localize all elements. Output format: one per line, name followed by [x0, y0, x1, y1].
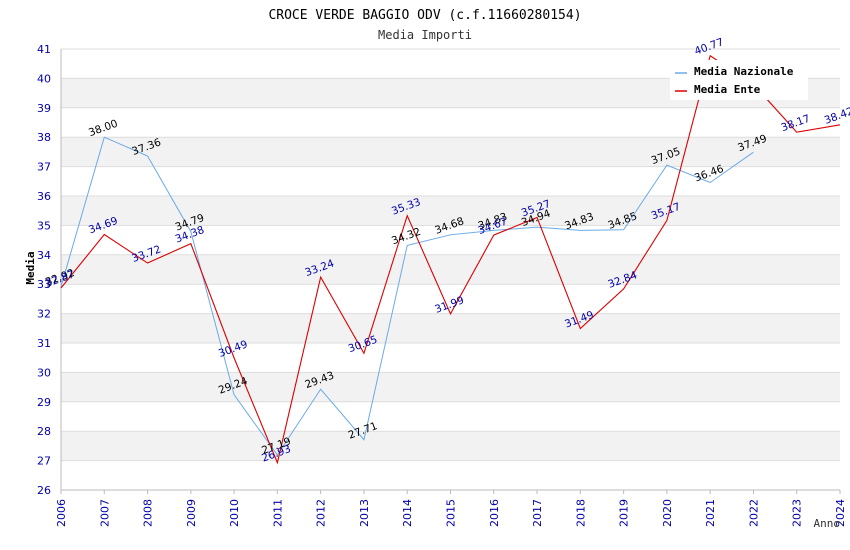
- x-tick-label: 2024: [834, 499, 847, 527]
- y-tick-label: 37: [37, 161, 51, 174]
- x-tick-label: 2006: [55, 499, 68, 527]
- y-tick-label: 40: [37, 72, 51, 85]
- chart-title: CROCE VERDE BAGGIO ODV (c.f.11660280154): [268, 8, 581, 23]
- x-tick-label: 2017: [531, 499, 544, 527]
- x-tick-label: 2008: [142, 499, 155, 527]
- data-label-ente: 40.77: [693, 36, 725, 58]
- grid-band: [61, 137, 840, 167]
- x-tick-label: 2007: [98, 499, 111, 527]
- grid-band: [61, 431, 840, 461]
- x-tick-label: 2022: [747, 499, 760, 527]
- axes: [60, 49, 841, 494]
- x-tick-labels: 2006 2007 2008 2009 2010 2011 2012 2013 2014 2015…: [55, 499, 847, 527]
- x-tick-label: 2023: [791, 499, 804, 527]
- x-tick-label: 2021: [704, 499, 717, 527]
- y-tick-labels: 26 27 28 29 30 31 32 33 34 35 36 37 38 39 40 41: [37, 43, 51, 497]
- legend-box: [670, 60, 808, 100]
- x-tick-label: 2010: [228, 499, 241, 527]
- y-tick-label: 41: [37, 43, 51, 56]
- legend-label-ente: Media Ente: [694, 83, 761, 96]
- y-tick-label: 38: [37, 131, 51, 144]
- x-tick-label: 2020: [661, 499, 674, 527]
- data-label-nazionale: 38.00: [87, 118, 119, 140]
- x-tick-label: 2011: [271, 499, 284, 527]
- y-tick-label: 33: [37, 278, 51, 291]
- y-tick-label: 27: [37, 455, 51, 468]
- y-tick-label: 29: [37, 396, 51, 409]
- y-axis-label: Media: [24, 251, 37, 284]
- y-tick-label: 34: [37, 249, 51, 262]
- grid-band: [61, 196, 840, 226]
- x-tick-label: 2012: [315, 499, 328, 527]
- chart-subtitle: Media Importi: [378, 28, 472, 42]
- legend-label-nazionale: Media Nazionale: [694, 65, 794, 78]
- grid-band: [61, 254, 840, 285]
- x-tick-label: 2015: [445, 499, 458, 527]
- x-tick-label: 2014: [401, 499, 414, 527]
- y-tick-label: 31: [37, 337, 51, 350]
- grid-bands: [61, 78, 840, 461]
- x-tick-label: 2019: [618, 499, 631, 527]
- y-tick-label: 36: [37, 190, 51, 203]
- y-tick-label: 28: [37, 425, 51, 438]
- y-tick-label: 30: [37, 366, 51, 379]
- grid-band: [61, 313, 840, 343]
- y-tick-label: 32: [37, 308, 51, 321]
- series-line-ente: [60, 54, 841, 465]
- y-tick-label: 26: [37, 484, 51, 497]
- legend: Media Nazionale Media Ente: [670, 60, 808, 100]
- x-axis-label: Anno: [814, 517, 841, 530]
- grid-band: [61, 372, 840, 402]
- x-tick-label: 2018: [574, 499, 587, 527]
- x-tick-label: 2016: [488, 499, 501, 527]
- x-tick-label: 2013: [358, 499, 371, 527]
- series-line-nazionale: [60, 136, 754, 456]
- series-lines: [60, 54, 841, 465]
- x-tick-label: 2009: [185, 499, 198, 527]
- y-tick-label: 35: [37, 219, 51, 232]
- data-label-nazionale: 34.32: [390, 226, 422, 248]
- y-tick-label: 39: [37, 102, 51, 115]
- data-label-ente: 38.42: [823, 105, 850, 127]
